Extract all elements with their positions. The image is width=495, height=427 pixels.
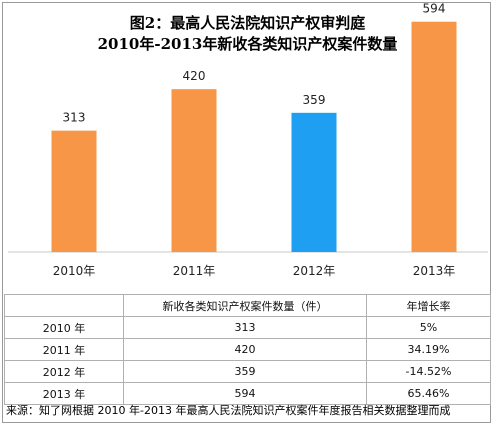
x-tick-label: 2013年 xyxy=(413,264,456,278)
x-tick-label: 2012年 xyxy=(293,264,336,278)
table-row: 2010 年 313 5% xyxy=(4,316,491,339)
source-note: 来源：知了网根据 2010 年-2013 年最高人民法院知识产权案件年度报告相关… xyxy=(6,404,451,417)
table-cell-count: 313 xyxy=(123,316,367,339)
table-cell-year: 2013 年 xyxy=(4,382,124,405)
data-label: 420 xyxy=(183,69,206,83)
table-row: 2013 年 594 65.46% xyxy=(4,382,491,405)
bar-3 xyxy=(411,21,457,252)
table-row: 2011 年 420 34.19% xyxy=(4,338,491,361)
table-cell-growth: 65.46% xyxy=(366,382,491,405)
x-tick-label: 2010年 xyxy=(53,264,96,278)
x-tick-label: 2011年 xyxy=(173,264,216,278)
table-cell-growth: 34.19% xyxy=(366,338,491,361)
chart-subtitle: 2010年-2013年新收各类知识产权案件数量 xyxy=(97,35,398,53)
bar-0 xyxy=(51,130,97,252)
data-label: 594 xyxy=(423,2,446,16)
bar-1 xyxy=(171,89,217,253)
data-label: 359 xyxy=(303,93,326,107)
table-cell-growth: -14.52% xyxy=(366,360,491,383)
table-cell-count: 420 xyxy=(123,338,367,361)
table-cell-year: 2012 年 xyxy=(4,360,124,383)
data-label: 313 xyxy=(63,111,86,125)
table-header-cell: 年增长率 xyxy=(366,294,491,317)
table-cell-year: 2010 年 xyxy=(4,316,124,339)
chart-title: 图2：最高人民法院知识产权审判庭 xyxy=(129,14,366,32)
table-header-cell xyxy=(4,294,124,317)
table-header-cell: 新收各类知识产权案件数量（件） xyxy=(123,294,367,317)
table-cell-growth: 5% xyxy=(366,316,491,339)
table-cell-count: 359 xyxy=(123,360,367,383)
table-header-row: 新收各类知识产权案件数量（件） 年增长率 xyxy=(4,294,491,317)
table-cell-year: 2011 年 xyxy=(4,338,124,361)
data-table: 新收各类知识产权案件数量（件） 年增长率 2010 年 313 5% 2011 … xyxy=(4,294,491,405)
table-row: 2012 年 359 -14.52% xyxy=(4,360,491,383)
bar-2 xyxy=(291,112,337,253)
bar-chart: 313 2010年 420 2011年 359 2012年 594 2013年 xyxy=(8,2,488,278)
